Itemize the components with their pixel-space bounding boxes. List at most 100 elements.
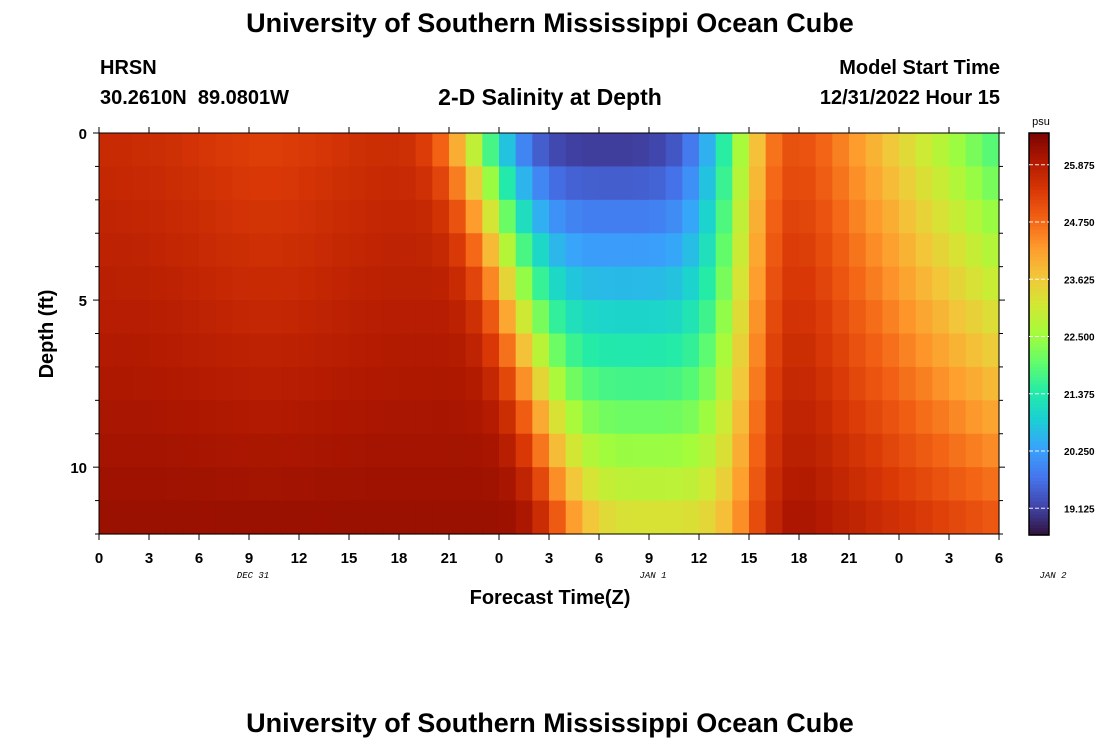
heatmap-cell <box>482 467 500 502</box>
heatmap-cell <box>149 199 167 234</box>
heatmap-cell <box>815 233 833 268</box>
colorbar-swatch <box>1029 431 1049 436</box>
heatmap-cell <box>465 467 483 502</box>
colorbar-swatch <box>1029 320 1049 325</box>
heatmap-cell <box>882 433 900 468</box>
x-tick-label: 15 <box>741 550 758 567</box>
heatmap-cell <box>849 433 867 468</box>
colorbar-swatch <box>1029 350 1049 355</box>
heatmap-cell <box>932 233 950 268</box>
heatmap-cell <box>715 166 733 201</box>
heatmap-cell <box>782 467 800 502</box>
heatmap-cell <box>732 300 750 335</box>
heatmap-cell <box>365 233 383 268</box>
colorbar-swatch <box>1029 166 1049 171</box>
heatmap-cell <box>265 400 283 435</box>
heatmap-cell <box>449 500 467 535</box>
heatmap-cell <box>949 199 967 234</box>
colorbar-swatch <box>1029 360 1049 365</box>
heatmap-cell <box>282 300 300 335</box>
heatmap-cell <box>915 199 933 234</box>
colorbar-swatch <box>1029 384 1049 389</box>
heatmap-cell <box>365 433 383 468</box>
heatmap-cell <box>915 467 933 502</box>
heatmap-cell <box>632 400 650 435</box>
heatmap-cell <box>115 433 133 468</box>
colorbar-swatch <box>1029 357 1049 362</box>
heatmap-cell <box>715 199 733 234</box>
colorbar-swatch <box>1029 484 1049 489</box>
x-tick-label: 3 <box>945 550 953 567</box>
heatmap-cell <box>532 366 550 401</box>
heatmap-cell <box>682 166 700 201</box>
heatmap-cell <box>832 199 850 234</box>
heatmap-cell <box>882 366 900 401</box>
heatmap-cell <box>815 433 833 468</box>
heatmap-cell <box>982 133 1000 168</box>
heatmap-cell <box>932 300 950 335</box>
heatmap-cell <box>515 166 533 201</box>
heatmap-cell <box>799 366 817 401</box>
heatmap-cell <box>515 467 533 502</box>
y-tick-label: 0 <box>79 126 87 143</box>
heatmap-cell <box>315 266 333 301</box>
heatmap-cell <box>765 266 783 301</box>
heatmap-cell <box>232 500 250 535</box>
heatmap-cell <box>315 199 333 234</box>
heatmap-cell <box>715 300 733 335</box>
colorbar-swatch <box>1029 394 1049 399</box>
heatmap-cell <box>499 133 517 168</box>
heatmap-cell <box>515 199 533 234</box>
heatmap-cell <box>332 199 350 234</box>
colorbar-swatch <box>1029 364 1049 369</box>
heatmap-cell <box>165 433 183 468</box>
colorbar-swatch <box>1029 441 1049 446</box>
heatmap-cell <box>832 433 850 468</box>
heatmap-cell <box>915 333 933 368</box>
heatmap-cell <box>782 333 800 368</box>
x-tick-label: 6 <box>995 550 1003 567</box>
heatmap-cell <box>865 199 883 234</box>
heatmap-cell <box>882 467 900 502</box>
heatmap-cell <box>949 133 967 168</box>
plot-frame <box>98 132 1000 535</box>
heatmap-cell <box>115 300 133 335</box>
heatmap-cell <box>199 300 217 335</box>
heatmap-cell <box>649 233 667 268</box>
heatmap-cell <box>299 467 317 502</box>
heatmap-cell <box>199 266 217 301</box>
heatmap-cell <box>832 166 850 201</box>
heatmap-cell <box>232 400 250 435</box>
heatmap-cell <box>565 366 583 401</box>
heatmap-cell <box>165 467 183 502</box>
heatmap-cell <box>482 133 500 168</box>
heatmap-cell <box>815 500 833 535</box>
heatmap-cell <box>799 166 817 201</box>
heatmap-cell <box>615 467 633 502</box>
colorbar-swatch <box>1029 414 1049 419</box>
heatmap-cell <box>315 433 333 468</box>
heatmap-cell <box>915 366 933 401</box>
heatmap-cell <box>149 133 167 168</box>
heatmap-cell <box>515 333 533 368</box>
heatmap-cell <box>199 133 217 168</box>
heatmap-cell <box>432 166 450 201</box>
heatmap-cell <box>749 333 767 368</box>
heatmap-cell <box>99 366 117 401</box>
heatmap-cell <box>615 266 633 301</box>
colorbar-swatch <box>1029 246 1049 251</box>
heatmap-cell <box>165 300 183 335</box>
colorbar-swatch <box>1029 183 1049 188</box>
heatmap-cell <box>415 366 433 401</box>
heatmap-cell <box>99 467 117 502</box>
heatmap-cell <box>432 300 450 335</box>
heatmap-cell <box>615 300 633 335</box>
heatmap-cell <box>599 133 617 168</box>
heatmap-cell <box>849 199 867 234</box>
heatmap-cell <box>765 300 783 335</box>
heatmap-cell <box>799 400 817 435</box>
heatmap-cell <box>649 433 667 468</box>
heatmap-cell <box>365 400 383 435</box>
heatmap-cell <box>582 500 600 535</box>
heatmap-cell <box>382 199 400 234</box>
